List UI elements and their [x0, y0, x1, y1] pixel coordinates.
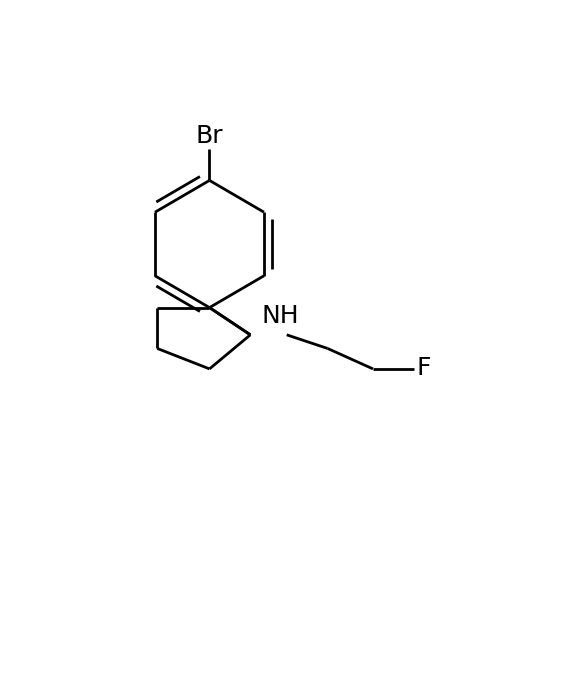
Text: Br: Br [196, 124, 223, 148]
Text: F: F [416, 355, 431, 380]
Text: NH: NH [261, 304, 299, 328]
